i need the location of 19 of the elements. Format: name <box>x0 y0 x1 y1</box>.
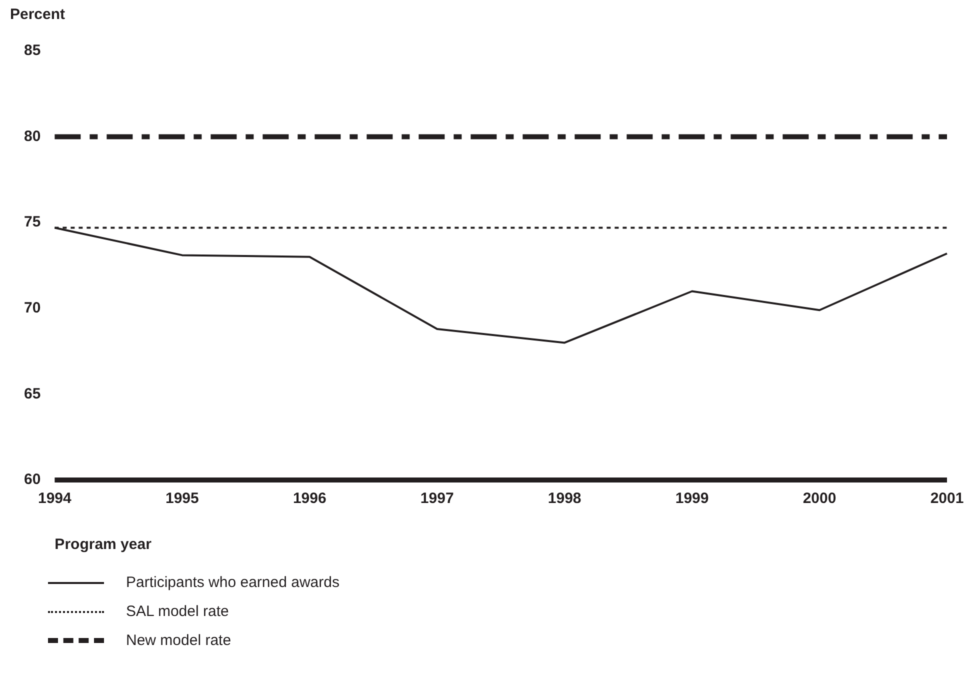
y-tick-label: 65 <box>24 385 41 402</box>
x-tick-label: 2001 <box>930 490 964 508</box>
x-tick-label: 1996 <box>292 490 326 508</box>
x-tick-label: 1995 <box>165 490 199 508</box>
y-tick-label: 85 <box>24 42 41 60</box>
y-tick-label: 75 <box>24 214 41 231</box>
legend-label: Participants who earned awards <box>126 574 340 591</box>
legend-label: SAL model rate <box>126 603 229 620</box>
x-tick-label: 1999 <box>675 490 709 508</box>
x-tick-label: 1994 <box>38 490 72 508</box>
y-tick-label: 60 <box>24 471 41 488</box>
legend-label: New model rate <box>126 632 232 649</box>
x-tick-label: 2000 <box>802 490 836 508</box>
x-tick-label: 1997 <box>420 490 454 508</box>
y-axis-title: Percent <box>10 6 66 23</box>
x-axis-title: Program year <box>54 536 152 554</box>
x-tick-label: 1998 <box>548 490 582 508</box>
y-tick-label: 70 <box>24 300 41 317</box>
y-tick-label: 80 <box>24 128 41 145</box>
